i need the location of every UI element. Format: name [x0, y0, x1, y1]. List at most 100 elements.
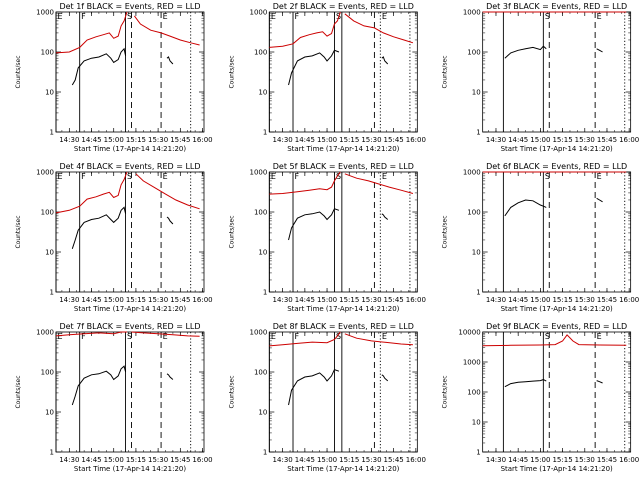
marker-label: E: [163, 332, 168, 341]
x-tick-label: 16:00: [406, 296, 426, 304]
x-axis-label: Start Time (17-Apr-14 14:21:20): [501, 145, 613, 153]
y-tick-label: 1: [50, 449, 54, 457]
events-series-line: [71, 47, 127, 86]
marker-label: E: [163, 12, 168, 21]
y-tick-label: 1000: [36, 329, 54, 337]
y-tick-label: 100: [254, 209, 267, 217]
y-axis-label: Counts/sec: [15, 215, 22, 248]
x-tick-label: 14:30: [273, 456, 293, 464]
lld-series-line: [344, 333, 413, 346]
chart-title: Det 1f BLACK = Events, RED = LLD: [59, 2, 200, 11]
chart-title: Det 4f BLACK = Events, RED = LLD: [59, 162, 200, 171]
y-tick-label: 100: [41, 209, 54, 217]
events-series-line: [288, 368, 340, 406]
y-axis-label: Counts/sec: [228, 55, 235, 88]
plot-frame: [55, 331, 205, 453]
marker-label: E: [58, 332, 63, 341]
y-tick-label: 1: [50, 289, 54, 297]
y-tick-label: 10: [472, 249, 481, 257]
events-series-line: [596, 48, 603, 53]
marker-label: E: [597, 12, 602, 21]
x-tick-label: 16:00: [192, 296, 212, 304]
x-tick-label: 14:30: [59, 456, 79, 464]
y-tick-label: 100: [467, 209, 480, 217]
x-tick-label: 16:00: [406, 136, 426, 144]
x-tick-label: 15:45: [597, 296, 617, 304]
y-tick-label: 10: [45, 409, 54, 417]
marker-label: S: [545, 12, 550, 21]
marker-label: F: [81, 332, 86, 341]
chart-panel-9: Det 9f BLACK = Events, RED = LLD 1 10 100 10…: [442, 322, 640, 473]
x-tick-label: 15:30: [148, 136, 168, 144]
y-tick-label: 1000: [250, 9, 268, 17]
x-tick-label: 15:15: [126, 136, 146, 144]
y-tick-label: 10: [258, 89, 267, 97]
marker-label: E: [597, 332, 602, 341]
x-tick-label: 15:15: [339, 296, 359, 304]
marker-label: S: [336, 172, 341, 181]
y-axis-label: Counts/sec: [442, 55, 449, 88]
x-axis-label: Start Time (17-Apr-14 14:21:20): [501, 305, 613, 313]
y-tick-label: 1: [263, 449, 267, 457]
y-axis-label: Counts/sec: [228, 215, 235, 248]
x-tick-label: 15:30: [575, 456, 595, 464]
x-tick-label: 15:30: [361, 296, 381, 304]
chart-title: Det 6f BLACK = Events, RED = LLD: [486, 162, 627, 171]
chart-panel-4: Det 4f BLACK = Events, RED = LLD 1 10 100 10…: [15, 162, 213, 313]
lld-series-line: [55, 171, 128, 214]
events-series-line: [504, 199, 547, 217]
events-series-line: [71, 206, 127, 249]
events-series-line: [504, 45, 547, 59]
y-tick-label: 10: [472, 89, 481, 97]
chart-panel-1: Det 1f BLACK = Events, RED = LLD 1 10 100 10…: [15, 2, 213, 153]
x-tick-label: 15:00: [104, 136, 124, 144]
x-tick-label: 14:30: [273, 296, 293, 304]
plot-frame: [482, 331, 632, 453]
lld-series-line: [269, 11, 341, 48]
x-axis-label: Start Time (17-Apr-14 14:21:20): [287, 145, 399, 153]
x-tick-label: 14:30: [273, 136, 293, 144]
y-tick-label: 1: [476, 129, 480, 137]
marker-label: E: [597, 172, 602, 181]
x-tick-label: 16:00: [619, 136, 639, 144]
events-series-line: [381, 374, 389, 382]
x-tick-label: 15:45: [170, 296, 190, 304]
marker-label: F: [81, 172, 86, 181]
y-axis-label: Counts/sec: [15, 55, 22, 88]
x-tick-label: 14:30: [59, 136, 79, 144]
lld-series-line: [344, 173, 414, 194]
x-tick-label: 15:00: [530, 456, 550, 464]
lld-series-line: [269, 331, 341, 347]
marker-label: E: [163, 172, 168, 181]
y-tick-label: 1: [50, 129, 54, 137]
x-tick-label: 14:45: [508, 296, 528, 304]
chart-panel-8: Det 8f BLACK = Events, RED = LLD 1 10 100 10…: [228, 322, 426, 473]
x-tick-label: 14:45: [295, 296, 315, 304]
events-series-line: [71, 365, 127, 406]
plot-frame: [482, 171, 632, 293]
y-tick-label: 1000: [463, 169, 481, 177]
lld-series-line: [482, 334, 627, 347]
x-tick-label: 16:00: [619, 296, 639, 304]
marker-label: E: [271, 172, 276, 181]
y-tick-label: 10: [45, 89, 54, 97]
x-tick-label: 15:30: [575, 296, 595, 304]
x-tick-label: 15:15: [126, 456, 146, 464]
marker-label: E: [382, 332, 387, 341]
x-axis-label: Start Time (17-Apr-14 14:21:20): [74, 145, 186, 153]
x-tick-label: 15:45: [170, 136, 190, 144]
y-tick-label: 10000: [458, 329, 480, 337]
marker-label: E: [382, 172, 387, 181]
x-tick-label: 15:30: [361, 456, 381, 464]
marker-label: E: [58, 12, 63, 21]
marker-label: S: [127, 12, 132, 21]
x-axis-label: Start Time (17-Apr-14 14:21:20): [287, 305, 399, 313]
x-tick-label: 14:30: [486, 456, 506, 464]
x-tick-label: 15:15: [126, 296, 146, 304]
y-tick-label: 1: [263, 289, 267, 297]
chart-panel-5: Det 5f BLACK = Events, RED = LLD 1 10 100 10…: [228, 162, 426, 313]
chart-panel-6: Det 6f BLACK = Events, RED = LLD 1 10 100 10…: [442, 162, 640, 313]
y-tick-label: 1: [263, 129, 267, 137]
